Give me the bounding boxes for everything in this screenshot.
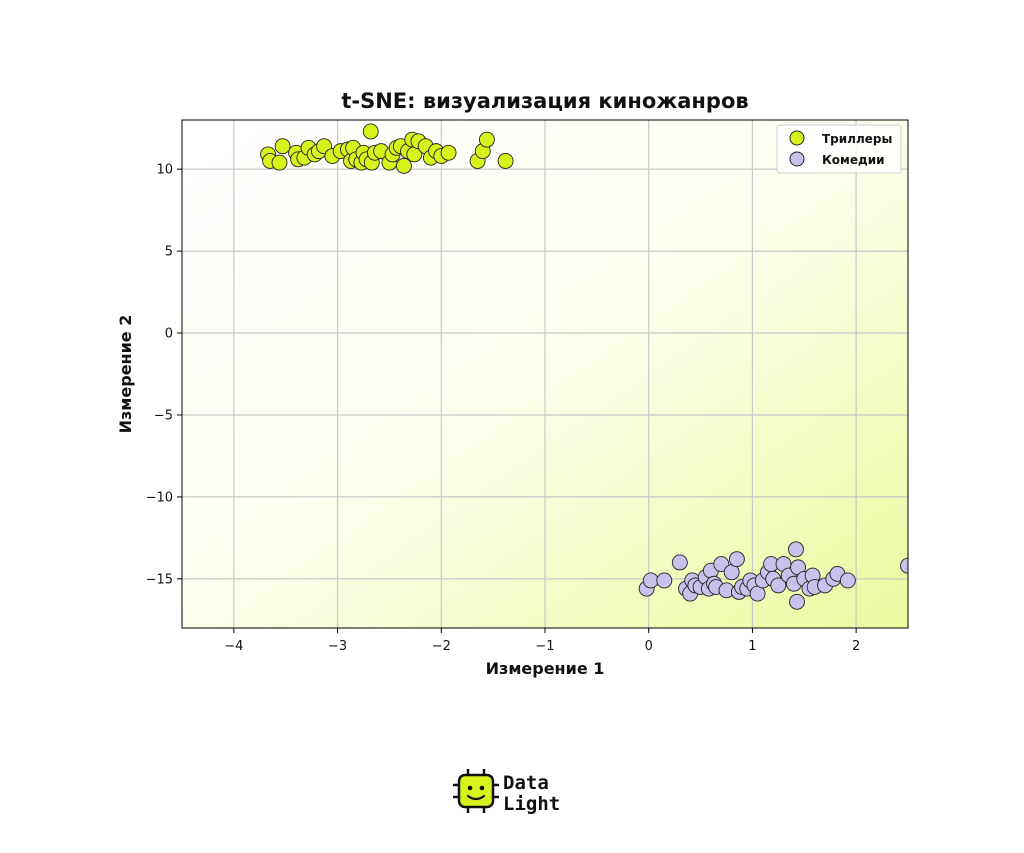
x-tick-label: 2	[852, 639, 860, 654]
data-light-logo: Data Light	[453, 769, 560, 815]
data-point	[671, 554, 688, 571]
y-axis-label: Измерение 2	[116, 315, 135, 434]
series-comedies	[638, 541, 908, 610]
x-tick-label: 1	[748, 639, 756, 654]
series-thrillers	[260, 123, 514, 174]
data-point	[362, 123, 379, 140]
y-tick-label: −15	[146, 572, 173, 587]
x-tick-label: −3	[328, 639, 347, 654]
legend-marker-thrillers	[789, 130, 805, 146]
legend-label-thrillers: Триллеры	[822, 132, 892, 146]
legend-label-comedies: Комедии	[822, 153, 885, 167]
data-point	[770, 577, 787, 594]
grid-lines	[182, 120, 908, 628]
data-point	[642, 572, 659, 589]
data-point	[440, 144, 457, 161]
legend: Триллеры Комедии	[776, 124, 902, 174]
data-point	[788, 541, 804, 558]
chart-title: t-SNE: визуализация киножанров	[341, 89, 748, 113]
data-point	[497, 153, 514, 169]
y-tick-label: 5	[165, 245, 173, 260]
x-tick-label: −1	[535, 639, 554, 654]
data-point	[395, 157, 412, 174]
data-point	[271, 154, 288, 171]
x-tick-label: 0	[645, 639, 653, 654]
logo-text-line1: Data	[503, 772, 549, 794]
robot-chip-icon	[453, 769, 499, 813]
y-tick-label: 0	[165, 327, 173, 342]
y-axis-ticks: −15 −10 −5 0 5 10	[146, 163, 182, 587]
data-point	[274, 138, 291, 155]
logo-text-line2: Light	[503, 793, 560, 815]
x-axis-label: Измерение 1	[486, 659, 605, 678]
y-tick-label: −10	[146, 490, 173, 505]
data-point	[478, 131, 495, 148]
data-point	[900, 557, 908, 574]
data-point	[728, 551, 745, 568]
data-point	[839, 572, 856, 589]
data-point	[656, 572, 673, 589]
legend-box	[776, 124, 902, 174]
legend-marker-comedies	[789, 151, 805, 167]
data-points	[260, 123, 908, 610]
x-tick-label: −4	[224, 639, 243, 654]
y-tick-label: 10	[156, 163, 173, 178]
data-point	[789, 593, 805, 610]
data-point	[713, 556, 730, 573]
y-tick-label: −5	[154, 408, 173, 423]
x-tick-label: −2	[432, 639, 451, 654]
x-axis-ticks: −4 −3 −2 −1 0 1 2	[224, 628, 860, 654]
